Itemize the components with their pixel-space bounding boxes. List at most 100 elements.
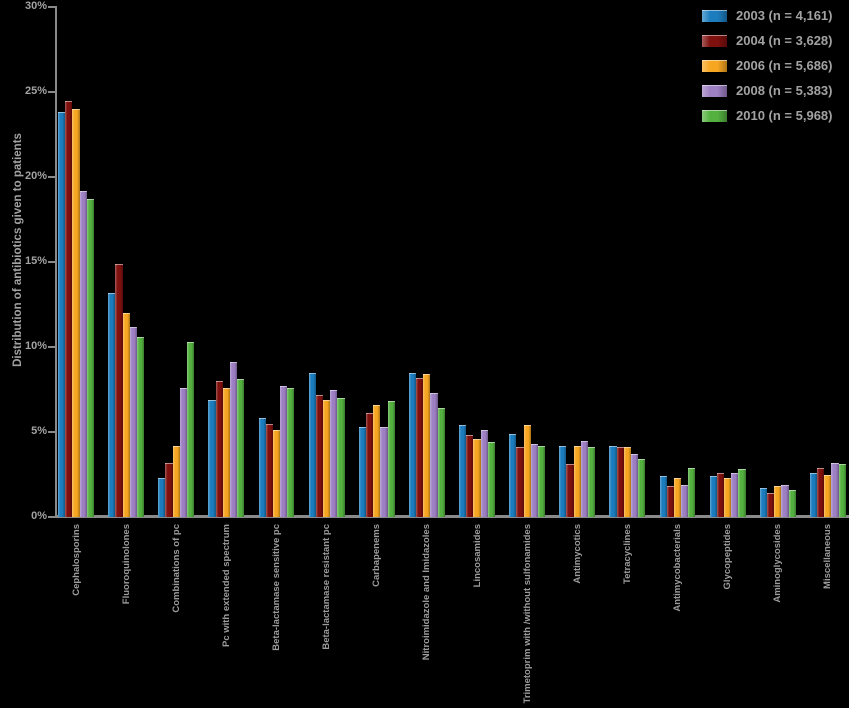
y-tick-mark [48, 346, 55, 348]
bar-2004 [115, 263, 123, 517]
y-tick-label: 5% [31, 425, 47, 437]
legend-label: 2010 (n = 5,968) [736, 108, 833, 123]
bar-2010 [387, 401, 395, 517]
legend-row: 2006 (n = 5,686) [702, 53, 832, 78]
category-cell: Fluoroquinolones [108, 524, 144, 703]
bar-group [609, 445, 646, 517]
y-tick-label: 30% [24, 0, 47, 12]
bar-2004 [817, 467, 825, 517]
bar-group [659, 467, 696, 517]
legend-swatch-2010 [702, 109, 727, 122]
category-label: Combinations of pc [170, 524, 182, 613]
bar-2008 [731, 472, 739, 517]
y-tick-mark [48, 91, 55, 93]
bar-2006 [172, 445, 180, 517]
y-tick-mark [48, 6, 55, 8]
bar-2003 [609, 445, 617, 517]
category-label: Trimetoprim with /without sulfonamides [521, 524, 533, 704]
bar-2010 [838, 464, 846, 517]
bar-group [559, 440, 596, 517]
y-tick-label: 10% [24, 340, 47, 352]
y-tick-mark [48, 431, 55, 433]
category-cell: Combinations of pc [158, 524, 194, 703]
bar-2008 [129, 326, 137, 517]
y-tick-mark [48, 176, 55, 178]
bar-2003 [809, 472, 818, 517]
bar-group [809, 462, 846, 517]
legend: 2003 (n = 4,161) 2004 (n = 3,628) 2006 (n … [702, 3, 832, 128]
bar-2008 [630, 454, 639, 517]
y-tick-label: 0% [31, 510, 47, 522]
category-cell: Nitroimidazole and Imidazoles [409, 524, 445, 703]
legend-label: 2008 (n = 5,383) [736, 83, 833, 98]
category-label: Nitroimidazole and Imidazoles [421, 524, 433, 661]
bar-2004 [716, 472, 724, 517]
category-cell: Lincosamides [459, 524, 495, 703]
bar-2010 [287, 387, 295, 517]
legend-row: 2010 (n = 5,968) [702, 103, 832, 128]
bar-2004 [766, 493, 775, 517]
bar-group [709, 469, 746, 517]
category-cell: Antimycobacterials [660, 524, 696, 703]
legend-swatch-2006 [702, 59, 727, 72]
bar-2003 [308, 372, 316, 517]
legend-row: 2008 (n = 5,383) [702, 78, 832, 103]
bar-2010 [638, 459, 646, 517]
bar-2008 [280, 386, 288, 517]
category-cell: Glycopeptides [710, 524, 746, 703]
bar-2010 [537, 445, 546, 517]
bar-2010 [337, 398, 345, 517]
category-label: Miscellaneous [822, 524, 834, 589]
bar-2008 [79, 190, 87, 517]
bar-2003 [559, 445, 567, 517]
bar-2006 [373, 404, 381, 517]
legend-swatch-2008 [702, 84, 727, 97]
bar-group [459, 425, 495, 517]
bar-2006 [824, 474, 832, 517]
bar-group [308, 372, 345, 517]
bar-2008 [179, 387, 187, 517]
legend-label: 2004 (n = 3,628) [736, 33, 833, 48]
category-cell: Tetracyclines [609, 524, 645, 703]
category-cell: Aminoglycosides [760, 524, 796, 703]
category-label: Fluoroquinolones [120, 524, 132, 605]
bar-group [158, 341, 195, 517]
bar-2003 [459, 425, 467, 517]
bar-2004 [65, 100, 73, 517]
bar-2010 [688, 467, 696, 517]
bar-2008 [380, 426, 388, 517]
bar-2008 [430, 392, 438, 517]
bar-2004 [466, 435, 474, 517]
bar-2010 [237, 379, 245, 517]
category-label: Aminoglycosides [772, 524, 784, 603]
x-axis-line [55, 515, 849, 518]
bar-2008 [480, 430, 488, 517]
bar-2003 [709, 476, 717, 517]
category-label: Antimycobacterials [672, 524, 683, 612]
bar-2008 [781, 484, 789, 517]
y-tick-mark [48, 261, 55, 263]
bar-2004 [416, 377, 424, 517]
x-axis-category-labels: Cephalosporins Fluoroquinolones Combinatio… [58, 524, 846, 703]
category-label: Tetracyclines [621, 524, 633, 585]
y-tick-label: 20% [24, 170, 47, 182]
category-label: Glycopeptides [722, 524, 734, 590]
bar-group [358, 401, 395, 517]
bar-2004 [215, 381, 223, 517]
bar-2010 [788, 489, 796, 517]
bar-group [258, 386, 295, 517]
category-cell: Beta-lactamase sensitive pc [259, 524, 295, 703]
legend-label: 2006 (n = 5,686) [736, 58, 833, 73]
category-label: Carbapenems [371, 524, 383, 587]
bar-2003 [58, 112, 66, 517]
y-axis-line [55, 6, 57, 517]
bar-2010 [588, 447, 596, 517]
bar-2004 [666, 486, 674, 517]
bar-2010 [437, 408, 445, 517]
bar-2006 [573, 445, 581, 517]
bar-group [58, 100, 94, 517]
bar-2006 [724, 477, 732, 517]
bar-2004 [365, 413, 374, 517]
bar-2006 [774, 486, 782, 517]
bar-2006 [523, 425, 531, 517]
